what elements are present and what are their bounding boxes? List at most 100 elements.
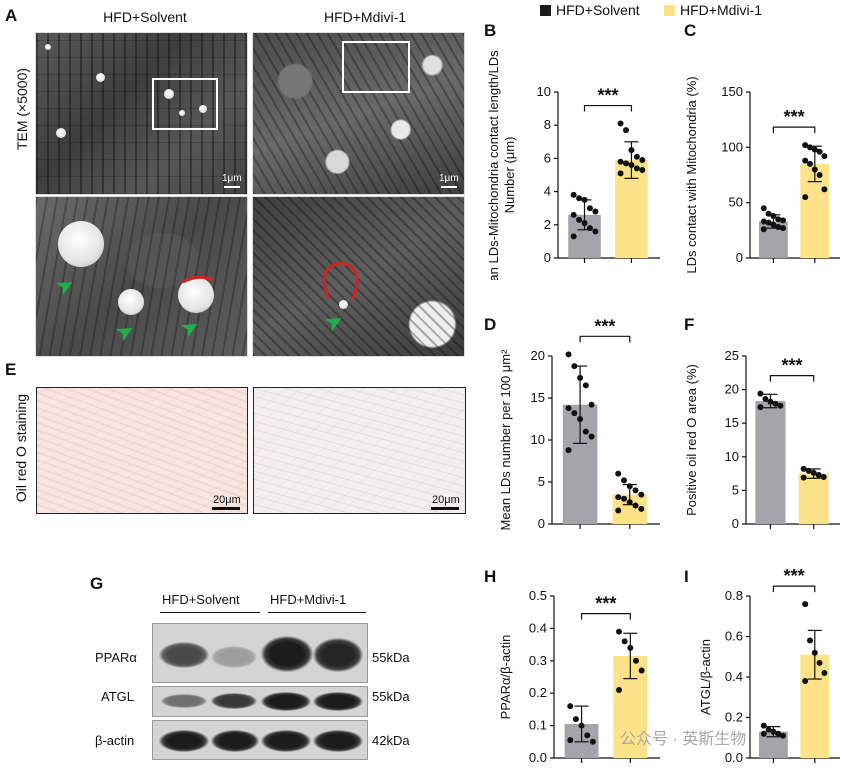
data-point [762,396,769,403]
data-point [621,477,627,484]
y-tick-label: 15 [725,415,739,430]
scale-bar [224,186,240,188]
panel-letter: H [484,567,496,586]
data-point [760,226,767,233]
significance-bracket [580,613,631,620]
data-point [807,144,813,151]
y-tick-label: 0.0 [725,750,743,765]
data-point [570,211,577,218]
legend-label-solvent: HFD+Solvent [556,2,640,18]
contact-site-marker [182,275,214,284]
y-tick-label: 0.4 [725,669,743,684]
panel-letter: D [484,315,496,334]
scale-bar-label: 1μm [222,173,242,184]
data-point [621,495,627,502]
y-tick-label: 0 [538,516,545,531]
scale-bar [431,507,459,510]
y-tick-label: 6 [544,150,551,165]
blot-row-label-atgl: ATGL [101,689,134,704]
y-tick-label: 20 [725,382,739,397]
data-point [816,148,823,155]
blot-kda-pparalpha: 55kDa [372,650,410,665]
data-point [617,158,624,165]
data-point [565,351,572,358]
oil-red-o-image-solvent: 20μm [36,387,248,514]
significance-bracket [583,104,633,112]
tem-image-mdivi-low-mag: 1μm [252,32,465,195]
data-point [577,416,584,422]
y-tick-label: 0 [736,250,743,265]
panel-a-letter: A [5,6,18,25]
data-point [770,221,777,228]
data-point [800,465,807,472]
panel-letter: C [684,21,696,40]
lipid-droplet [96,73,105,82]
data-point [765,219,772,226]
y-tick-label: 50 [729,195,743,210]
y-tick-label: 0.2 [725,710,743,725]
data-point [775,216,782,223]
data-point [757,390,764,397]
y-tick-label: 0.6 [725,629,743,644]
lipid-droplet [164,89,174,99]
data-point [638,667,645,674]
data-point [615,470,622,477]
significance-label: *** [782,356,803,376]
chart-c: C 0 50 100 150 LDs contact with Mitochondria … [684,21,840,274]
panel-e-letter: E [5,360,17,379]
blot-strip-pparalpha [152,623,368,683]
y-axis-label: LDs contact with Mitochondria (%) [684,76,699,273]
legend-label-mdivi: HFD+Mdivi-1 [680,2,763,18]
lipid-droplet [118,289,144,315]
data-point [780,217,786,224]
data-point [581,220,588,227]
data-point [581,196,588,203]
blot-band [211,646,257,668]
data-point [615,494,622,501]
data-point [582,382,589,389]
bar-solvent [755,401,786,524]
data-point [765,210,772,217]
legend-mdivi: HFD+Mdivi-1 [664,2,762,18]
blot-row-label-beta-actin: β-actin [95,733,135,748]
data-point [767,398,774,405]
data-point [570,191,577,198]
blot-strip-atgl [152,686,368,717]
data-point [811,166,818,173]
data-point [588,401,595,408]
lipid-droplet [199,105,207,113]
blot-group-label-solvent: HFD+Solvent [162,592,240,607]
data-point [627,644,634,651]
y-tick-label: 20 [531,348,545,363]
data-point [615,507,622,514]
data-point [820,473,827,480]
significance-label: *** [595,594,616,614]
y-tick-label: 4 [544,184,551,199]
data-point [567,703,574,710]
scale-bar-label: 1μm [439,173,459,184]
y-tick-label: 10 [537,84,551,99]
blot-band [313,692,363,711]
data-point [760,722,767,729]
data-point [592,208,599,215]
blot-band [159,730,209,752]
data-point [821,153,828,160]
zoom-selection-box [152,78,218,130]
significance-label: *** [784,107,805,127]
significance-bracket [772,126,816,134]
y-tick-label: 0.1 [529,718,547,733]
data-point [628,162,635,169]
data-point [633,153,640,160]
data-point [576,216,583,223]
y-tick-label: 0 [544,250,551,265]
blot-band [261,730,311,752]
data-point [772,400,779,407]
data-point [589,738,596,745]
data-point [626,483,633,490]
y-tick-label: 0.5 [529,588,547,603]
y-tick-label: 15 [531,390,545,405]
panel-a-col-title-solvent: HFD+Solvent [103,9,187,25]
chart-i: I 0.0 0.2 0.4 0.6 0.8 ATGL/β-actin *** [684,566,840,765]
data-point [807,637,813,644]
data-point [576,195,583,202]
